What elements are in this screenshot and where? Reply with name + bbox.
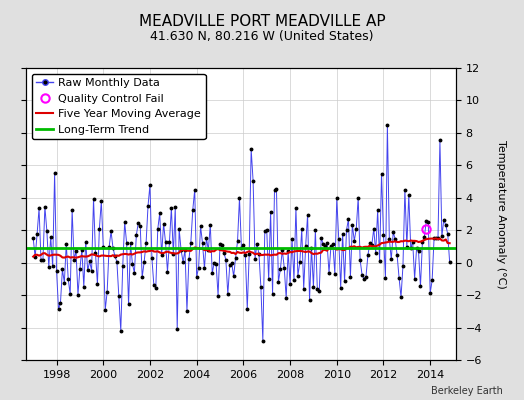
- Legend: Raw Monthly Data, Quality Control Fail, Five Year Moving Average, Long-Term Tren: Raw Monthly Data, Quality Control Fail, …: [32, 74, 205, 139]
- Text: Berkeley Earth: Berkeley Earth: [431, 386, 503, 396]
- Text: 41.630 N, 80.216 W (United States): 41.630 N, 80.216 W (United States): [150, 30, 374, 43]
- Text: MEADVILLE PORT MEADVILLE AP: MEADVILLE PORT MEADVILLE AP: [139, 14, 385, 29]
- Y-axis label: Temperature Anomaly (°C): Temperature Anomaly (°C): [496, 140, 506, 288]
